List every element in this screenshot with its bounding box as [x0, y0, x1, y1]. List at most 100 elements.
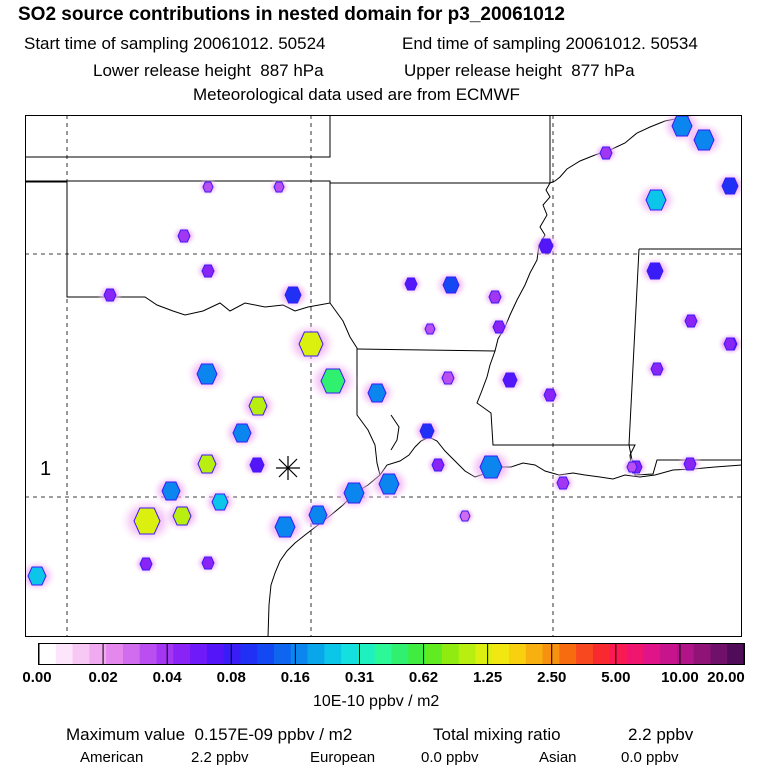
plume-core — [721, 177, 739, 195]
scale-cell — [525, 644, 544, 664]
scale-cell — [39, 644, 57, 664]
plume-core — [232, 423, 252, 443]
scale-cell — [206, 644, 225, 664]
plume-core — [556, 476, 570, 490]
legend-tick-label: 0.62 — [408, 669, 439, 686]
legend-tick-label: 0.02 — [88, 669, 118, 686]
plume-core — [645, 189, 667, 211]
plume-core — [424, 323, 436, 335]
scale-cell — [441, 644, 460, 664]
scale-cell — [458, 644, 477, 664]
scale-cell — [341, 644, 359, 664]
plume-core — [431, 458, 445, 472]
legend-unit: 10E-10 ppbv / m2 — [313, 693, 440, 710]
end-time: End time of sampling 20061012. 50534 — [402, 34, 698, 53]
plume-core — [197, 454, 217, 474]
concentration-field — [25, 115, 742, 593]
scale-cell — [425, 644, 443, 664]
map-frame — [25, 115, 742, 637]
plume-core — [248, 396, 268, 416]
scale-cell — [139, 644, 158, 664]
plume-core — [671, 115, 693, 137]
legend-tick-label: 0.16 — [280, 669, 310, 686]
plume-core — [543, 388, 557, 402]
legend-tick-label: 0.00 — [22, 669, 52, 686]
plume-core — [419, 423, 435, 439]
met-data-source: Meteorological data used are from ECMWF — [193, 85, 520, 104]
plume-core — [298, 331, 324, 357]
scale-cell — [190, 644, 208, 664]
scale-cell — [89, 644, 107, 664]
scale-cell — [509, 644, 527, 664]
plume-core — [650, 362, 664, 376]
scale-cell — [240, 644, 258, 664]
plume-core — [273, 181, 285, 193]
scale-cell — [55, 644, 74, 664]
plume-core — [693, 129, 715, 151]
scale-cell — [223, 644, 242, 664]
legend-tick-label: 0.31 — [344, 669, 375, 686]
plume-core — [103, 288, 117, 302]
plume-core — [343, 482, 365, 504]
legend-tick-label: 0.04 — [152, 669, 182, 686]
page-title: SO2 source contributions in nested domai… — [18, 4, 565, 25]
scale-cell — [156, 644, 174, 664]
plume-core — [538, 238, 554, 254]
map-background — [25, 115, 742, 637]
scale-cell — [626, 644, 644, 664]
plume-core — [684, 314, 698, 328]
plume-core — [599, 146, 613, 160]
asian-label: Asian — [539, 749, 577, 766]
total-mixing-label: Total mixing ratio — [433, 725, 561, 744]
scale-cell — [374, 644, 393, 664]
upper-release-height: Upper release height 877 hPa — [404, 61, 635, 80]
lat-lon-grid — [25, 115, 742, 637]
plume-core — [320, 368, 346, 394]
plume-core — [211, 493, 229, 511]
european-label: European — [310, 749, 376, 766]
plume-core — [683, 457, 697, 471]
scale-cell — [693, 644, 712, 664]
legend-tick-label: 20.00 — [707, 669, 745, 686]
scale-cell — [106, 644, 124, 664]
scale-cell — [492, 644, 510, 664]
scale-cell — [122, 644, 141, 664]
plume-core — [249, 457, 265, 473]
plume-core — [308, 505, 328, 525]
plume-core — [441, 371, 455, 385]
scale-cell — [710, 644, 728, 664]
max-value: Maximum value 0.157E-09 ppbv / m2 — [66, 725, 353, 744]
legend-tick-label: 0.08 — [216, 669, 246, 686]
plume-core — [459, 510, 471, 522]
plume-core — [172, 506, 192, 526]
scale-cell — [408, 644, 426, 664]
start-time: Start time of sampling 20061012. 50524 — [24, 34, 326, 53]
plume-core — [201, 264, 215, 278]
scale-cell — [576, 644, 594, 664]
scale-cell — [609, 644, 628, 664]
scale-cell — [727, 644, 745, 664]
lower-release-height: Lower release height 887 hPa — [93, 61, 324, 80]
plume-core — [201, 556, 215, 570]
asian-value: 0.0 ppbv — [621, 749, 679, 766]
plume-core — [404, 277, 418, 291]
plume-core — [202, 181, 214, 193]
european-value: 0.0 ppbv — [421, 749, 479, 766]
total-mixing-value: 2.2 ppbv — [628, 725, 694, 744]
legend-tick-label: 10.00 — [661, 669, 699, 686]
scale-cell — [290, 644, 309, 664]
plume-core — [479, 455, 503, 479]
plume-core — [133, 507, 161, 535]
plume-core — [274, 516, 296, 538]
american-label: American — [80, 749, 144, 766]
plume-core — [27, 566, 47, 586]
scale-cell — [391, 644, 409, 664]
plume-core — [442, 276, 460, 294]
plume-core — [502, 372, 518, 388]
scale-cell — [660, 644, 678, 664]
scale-cell — [592, 644, 611, 664]
plume-core — [378, 473, 400, 495]
scale-cell — [357, 644, 376, 664]
legend-tick-label: 2.50 — [537, 669, 567, 686]
american-value: 2.2 ppbv — [191, 749, 249, 766]
